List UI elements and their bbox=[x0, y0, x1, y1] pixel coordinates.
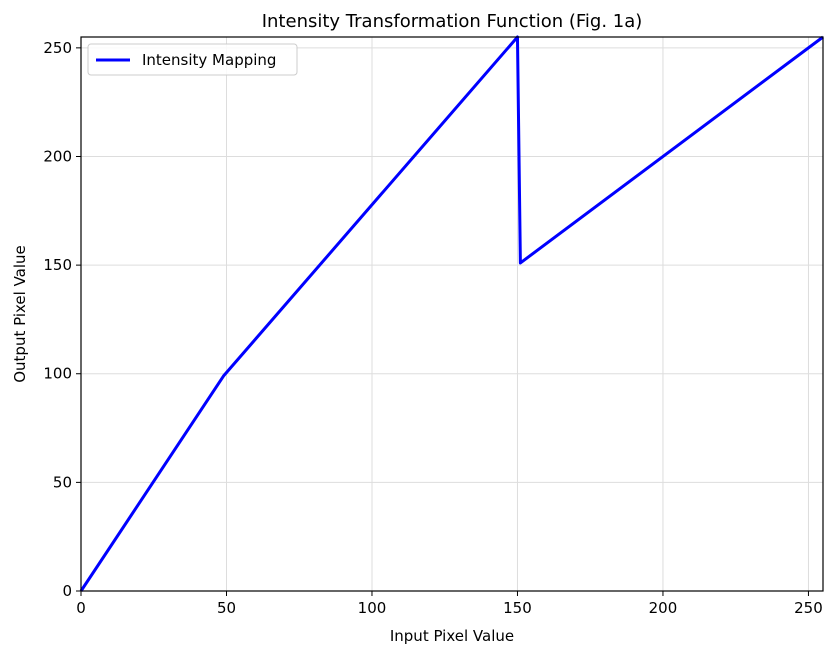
x-tick-label: 0 bbox=[76, 599, 86, 617]
x-tick-label: 200 bbox=[649, 599, 678, 617]
legend: Intensity Mapping bbox=[87, 43, 298, 76]
x-tick-label: 50 bbox=[217, 599, 236, 617]
legend-box bbox=[87, 43, 298, 76]
x-axis: 0 50 100 150 200 250 bbox=[76, 591, 823, 617]
y-tick-label: 150 bbox=[43, 256, 72, 274]
x-axis-label: Input Pixel Value bbox=[390, 627, 514, 645]
plot-frame bbox=[80, 36, 824, 592]
x-tick-label: 150 bbox=[503, 599, 532, 617]
chart-title: Intensity Transformation Function (Fig. … bbox=[262, 11, 643, 32]
legend-label-intensity-mapping: Intensity Mapping bbox=[142, 51, 276, 69]
y-tick-label: 50 bbox=[53, 473, 72, 491]
y-tick-label: 100 bbox=[43, 365, 72, 383]
y-tick-label: 200 bbox=[43, 147, 72, 165]
y-tick-label: 250 bbox=[43, 39, 72, 57]
y-tick-label: 0 bbox=[62, 582, 72, 600]
y-axis: 0 50 100 150 200 250 bbox=[43, 39, 81, 600]
x-tick-label: 100 bbox=[358, 599, 387, 617]
x-tick-label: 250 bbox=[794, 599, 823, 617]
y-axis-label: Output Pixel Value bbox=[11, 245, 29, 383]
